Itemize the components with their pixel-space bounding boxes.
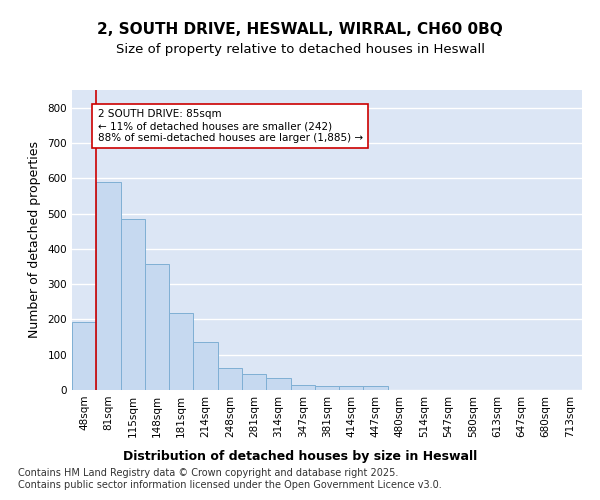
Bar xyxy=(145,264,169,390)
Text: Contains HM Land Registry data © Crown copyright and database right 2025.
Contai: Contains HM Land Registry data © Crown c… xyxy=(18,468,442,490)
Bar xyxy=(121,219,145,390)
Text: Size of property relative to detached houses in Heswall: Size of property relative to detached ho… xyxy=(115,42,485,56)
Bar xyxy=(218,368,242,390)
Text: Distribution of detached houses by size in Heswall: Distribution of detached houses by size … xyxy=(123,450,477,463)
Bar xyxy=(339,386,364,390)
Bar xyxy=(315,386,339,390)
Bar xyxy=(169,313,193,390)
Text: 2, SOUTH DRIVE, HESWALL, WIRRAL, CH60 0BQ: 2, SOUTH DRIVE, HESWALL, WIRRAL, CH60 0B… xyxy=(97,22,503,38)
Text: 2 SOUTH DRIVE: 85sqm
← 11% of detached houses are smaller (242)
88% of semi-deta: 2 SOUTH DRIVE: 85sqm ← 11% of detached h… xyxy=(97,110,362,142)
Bar xyxy=(96,182,121,390)
Bar xyxy=(266,378,290,390)
Bar xyxy=(364,386,388,390)
Bar xyxy=(242,374,266,390)
Y-axis label: Number of detached properties: Number of detached properties xyxy=(28,142,41,338)
Bar xyxy=(72,322,96,390)
Bar xyxy=(290,384,315,390)
Bar xyxy=(193,342,218,390)
